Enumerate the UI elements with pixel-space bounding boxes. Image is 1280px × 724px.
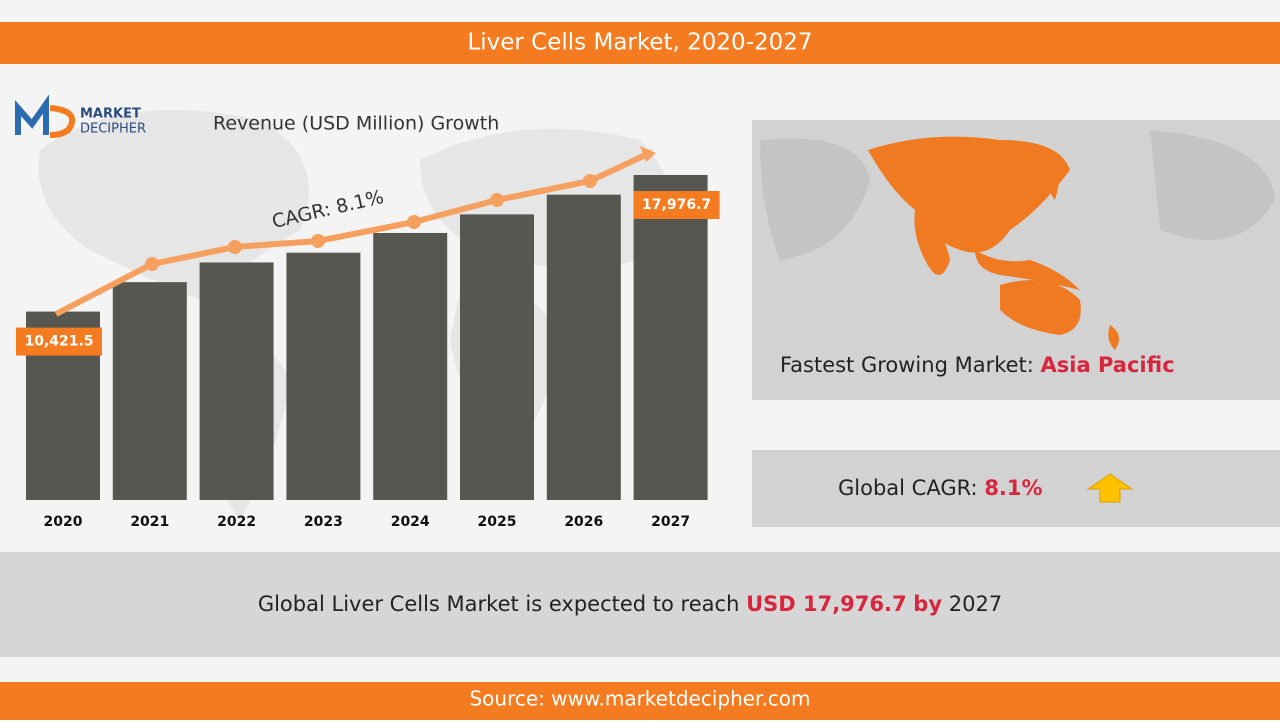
up-arrow-icon xyxy=(1086,473,1134,503)
value-label: 10,421.5 xyxy=(24,334,93,350)
value-label-box xyxy=(633,191,720,219)
cagr-label: Global CAGR: xyxy=(838,476,978,500)
summary-band xyxy=(0,552,1280,657)
summary-value: USD 17,976.7 xyxy=(746,592,907,616)
summary-text: Global Liver Cells Market is expected to… xyxy=(258,592,1002,616)
trend-dots xyxy=(145,174,597,271)
x-tick-label: 2026 xyxy=(564,514,603,530)
x-tick-label: 2025 xyxy=(478,514,517,530)
logo-mark xyxy=(49,105,76,138)
cagr-text: Global CAGR: 8.1% xyxy=(838,476,1043,500)
summary-year: 2027 xyxy=(949,592,1002,616)
x-tick-label: 2021 xyxy=(130,514,169,530)
region-value: Asia Pacific xyxy=(1041,353,1175,377)
bar xyxy=(633,175,708,500)
bar xyxy=(286,252,361,500)
value-label-box xyxy=(16,327,102,356)
cagr-value: 8.1% xyxy=(984,476,1042,500)
logo-text: MARKET xyxy=(80,107,141,122)
x-tick-label: 2023 xyxy=(304,514,343,530)
value-label: 17,976.7 xyxy=(642,197,711,213)
x-tick-label: 2020 xyxy=(44,514,83,530)
bar xyxy=(112,282,187,500)
chart-title: Liver Cells Market, 2020-2027 xyxy=(467,30,812,56)
summary-by: by xyxy=(913,592,942,616)
bar xyxy=(546,194,621,500)
bar xyxy=(460,214,534,500)
logo-text: DECIPHER xyxy=(80,122,146,137)
map-land xyxy=(760,130,1275,260)
x-tick-label: 2024 xyxy=(391,514,430,530)
chart-subtitle: Revenue (USD Million) Growth xyxy=(213,113,499,135)
plot-area: 2020 10,421.5 2021 2022 2023 2024 2025 2026 2027… xyxy=(16,175,720,530)
bar xyxy=(373,232,448,500)
logo-mark xyxy=(15,94,49,135)
trend-arrow xyxy=(640,146,656,162)
x-tick-label: 2027 xyxy=(651,514,690,530)
bar xyxy=(199,262,274,500)
cagr-panel xyxy=(752,450,1280,527)
x-tick-label: 2022 xyxy=(217,514,256,530)
region-text: Fastest Growing Market: Asia Pacific xyxy=(780,353,1175,377)
trend-line xyxy=(54,149,654,317)
logo: MARKET DECIPHER xyxy=(15,94,146,138)
title-bar xyxy=(0,22,1280,64)
asia-pacific-map xyxy=(868,136,1119,350)
source: Source: www.marketdecipher.com xyxy=(469,687,810,711)
region-label: Fastest Growing Market: xyxy=(780,353,1034,377)
summary-lead: Global Liver Cells Market is expected to… xyxy=(258,592,740,616)
source-bar xyxy=(0,682,1280,720)
